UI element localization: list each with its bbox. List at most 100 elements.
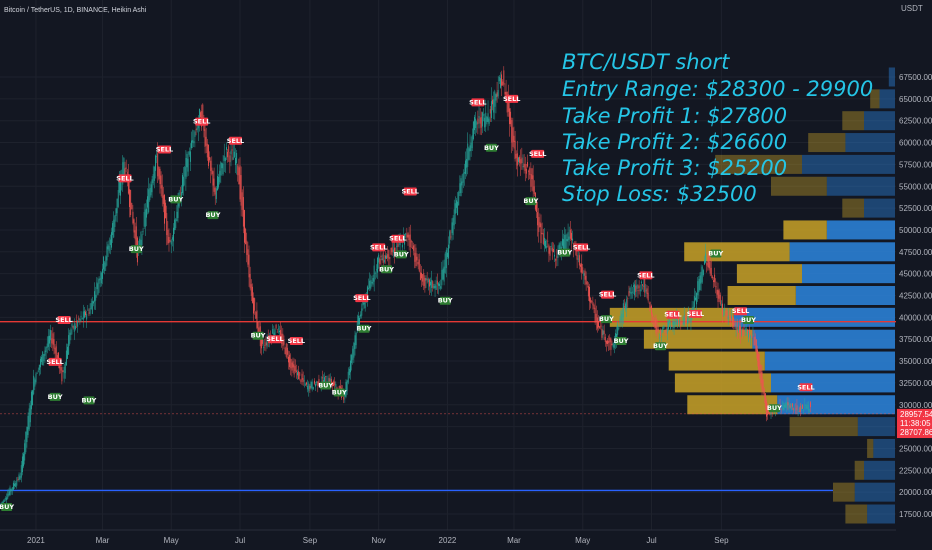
candle-body bbox=[353, 343, 355, 358]
time-axis-tick: Mar bbox=[507, 536, 521, 545]
sell-signal-label: SELL bbox=[732, 307, 749, 315]
candle-body bbox=[448, 244, 450, 259]
sell-signal-label: SELL bbox=[469, 98, 486, 106]
candle-body bbox=[386, 255, 388, 259]
candle-body bbox=[273, 332, 275, 336]
candle-body bbox=[706, 262, 708, 266]
candle-body bbox=[559, 242, 561, 253]
candle-body bbox=[12, 482, 14, 490]
sell-signal-label: SELL bbox=[116, 174, 133, 182]
candle-body bbox=[230, 150, 232, 155]
candle-body bbox=[47, 336, 49, 347]
candle-body bbox=[71, 323, 73, 327]
candle-body bbox=[245, 228, 247, 245]
candle-body bbox=[11, 487, 13, 491]
candle-body bbox=[293, 364, 295, 375]
candle-body bbox=[539, 222, 541, 228]
candle-body bbox=[130, 189, 132, 215]
candle-body bbox=[797, 410, 799, 412]
buy-signal-badge bbox=[130, 245, 142, 254]
candle-body bbox=[466, 158, 468, 168]
candle-body bbox=[514, 140, 516, 160]
candle-body bbox=[43, 354, 45, 362]
buy-signal-badge bbox=[252, 331, 264, 340]
candle-body bbox=[649, 306, 651, 308]
candle-body bbox=[53, 339, 55, 349]
candle-body bbox=[709, 262, 711, 274]
candle-body bbox=[300, 379, 302, 382]
price-axis[interactable]: 17500.0020000.0022500.0025000.0027500.00… bbox=[899, 73, 932, 519]
candle-body bbox=[204, 129, 206, 147]
price-axis-tick: 42500.00 bbox=[899, 292, 932, 301]
candle-body bbox=[663, 325, 665, 329]
candle-body bbox=[763, 389, 765, 398]
candle-body bbox=[231, 149, 233, 151]
candle-body bbox=[220, 162, 222, 176]
candle-body bbox=[397, 243, 399, 247]
candle-body bbox=[14, 483, 15, 487]
candle-body bbox=[407, 233, 409, 238]
candle-body bbox=[89, 308, 91, 314]
candle-body bbox=[494, 91, 496, 107]
candle-body bbox=[304, 384, 306, 386]
price-axis-tick: 50000.00 bbox=[899, 226, 932, 235]
candle-body bbox=[699, 275, 701, 291]
candle-body bbox=[764, 393, 766, 408]
candle-body bbox=[683, 315, 685, 325]
candle-body bbox=[166, 213, 168, 236]
candle-body bbox=[150, 184, 152, 196]
candle-body bbox=[481, 112, 483, 127]
symbol-legend[interactable]: Bitcoin / TetherUS, 1D, BINANCE, Heikin … bbox=[4, 7, 147, 14]
candle-body bbox=[667, 321, 669, 330]
candle-body bbox=[180, 192, 182, 199]
buy-signal-badge bbox=[655, 342, 667, 351]
candle-body bbox=[203, 122, 205, 131]
candle-body bbox=[672, 321, 674, 325]
candle-body bbox=[6, 497, 8, 501]
candle-body bbox=[79, 318, 81, 322]
candle-body bbox=[496, 92, 498, 98]
candle-body bbox=[184, 167, 186, 177]
candle-body bbox=[736, 321, 738, 333]
candle-body bbox=[19, 476, 21, 480]
price-axis-tick: 57500.00 bbox=[899, 160, 932, 169]
sell-signal-label: SELL bbox=[353, 294, 370, 302]
time-axis[interactable]: 2021 Mar May Jul Sep Nov 2022 Mar May Jul Sep bbox=[0, 529, 896, 545]
candle-body bbox=[291, 362, 293, 371]
candle-body bbox=[375, 269, 377, 271]
current-price-value: 28957.54 bbox=[900, 410, 932, 419]
candle-body bbox=[85, 311, 87, 316]
candle-body bbox=[297, 372, 298, 376]
candle-body bbox=[64, 362, 66, 374]
candle-body bbox=[612, 343, 614, 348]
candle-body bbox=[682, 323, 684, 325]
candle-body bbox=[684, 316, 686, 318]
candle-body bbox=[452, 217, 454, 236]
candle-body bbox=[787, 401, 789, 406]
candle-body bbox=[346, 380, 348, 392]
candle-body bbox=[446, 252, 448, 257]
candle-body bbox=[242, 197, 244, 227]
candle-body bbox=[152, 174, 154, 184]
candle-body bbox=[118, 182, 120, 193]
candle-body bbox=[552, 248, 554, 253]
sell-signal-badge bbox=[228, 136, 242, 145]
candle-body bbox=[357, 315, 359, 325]
candle-body bbox=[558, 244, 560, 252]
candle-body bbox=[330, 378, 332, 385]
candle-body bbox=[654, 320, 656, 329]
volume-profile-buy-bar bbox=[733, 307, 895, 327]
candle-body bbox=[608, 340, 610, 344]
candle-body bbox=[328, 377, 330, 384]
buy-signal-label: BUY bbox=[484, 144, 499, 152]
candle-body bbox=[743, 326, 745, 328]
candle-body bbox=[177, 197, 179, 218]
candle-body bbox=[144, 209, 146, 227]
time-axis-tick: Sep bbox=[714, 536, 729, 545]
volume-profile-sell-bar bbox=[687, 395, 778, 415]
candle-body bbox=[156, 156, 158, 158]
annotation-line-1: BTC/USDT short bbox=[562, 50, 730, 74]
candle-body bbox=[591, 300, 593, 303]
candle-body bbox=[114, 215, 116, 227]
